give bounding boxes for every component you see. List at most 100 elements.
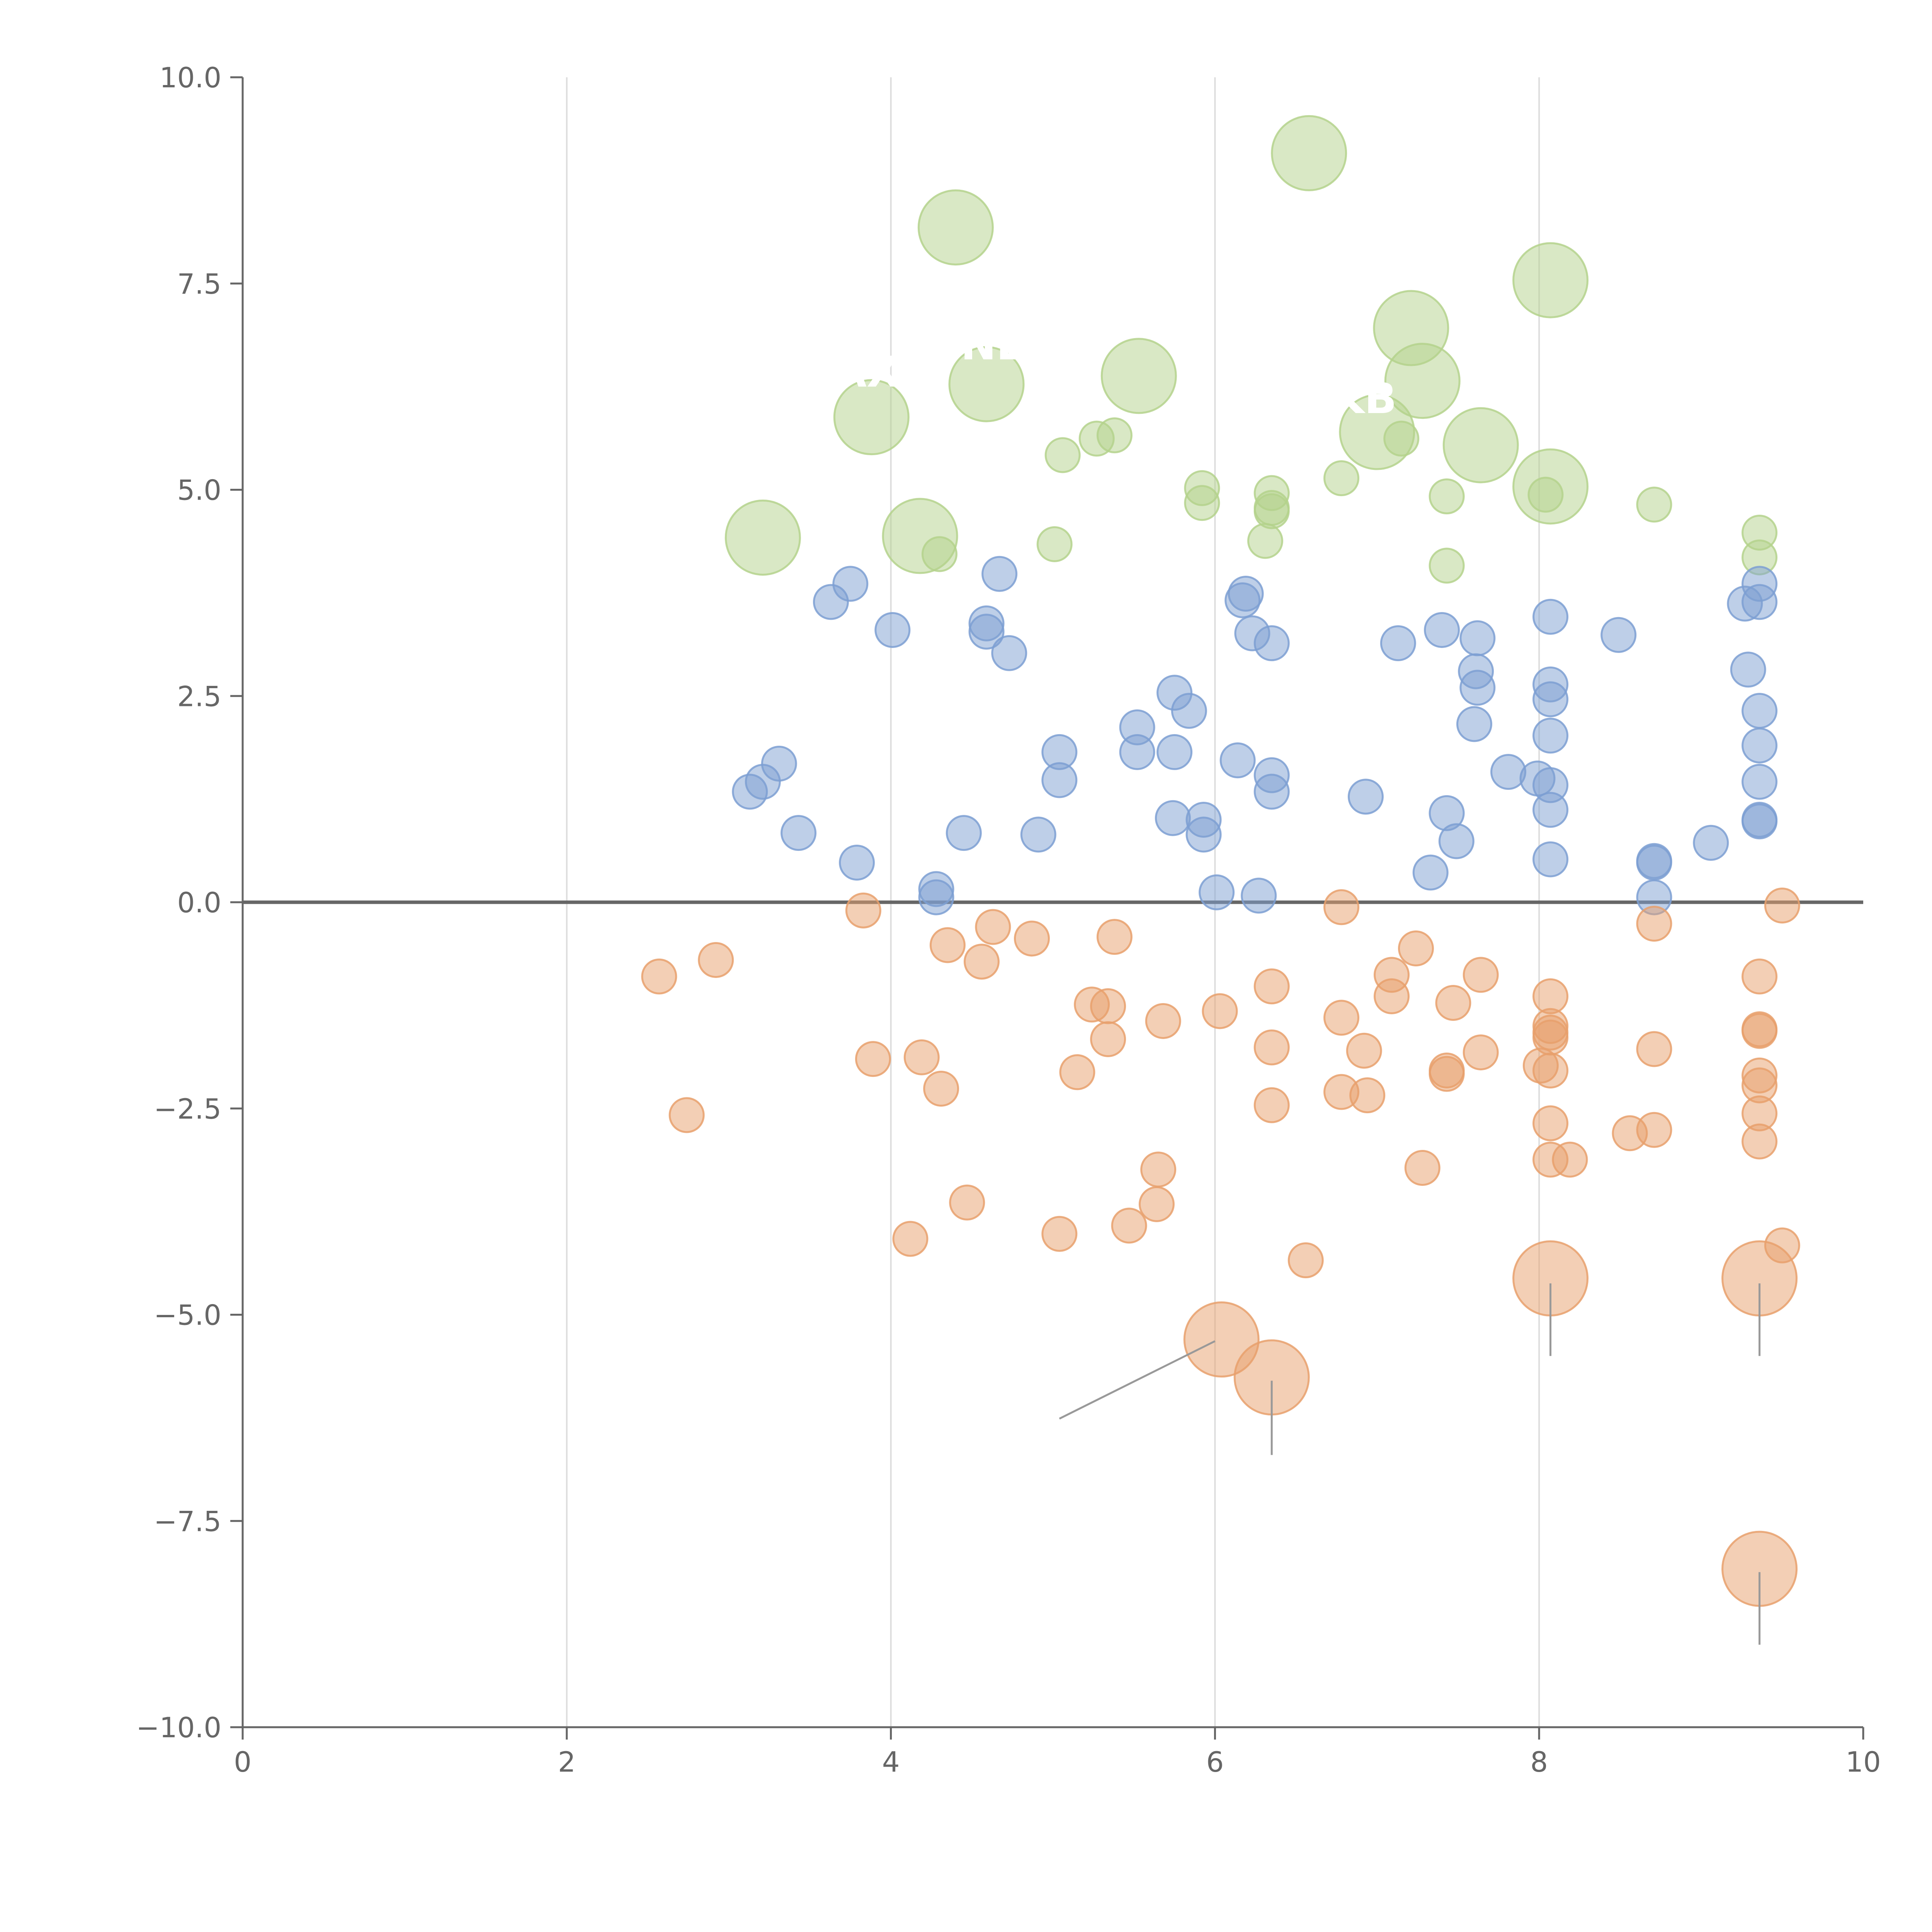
bubble-positive — [1532, 841, 1569, 878]
bubble-positive — [1456, 706, 1492, 742]
bubble-high — [1044, 437, 1081, 473]
bubble-negative — [975, 909, 1011, 945]
bubble-positive — [1459, 620, 1496, 656]
bubble-labels: AX NE KB — [834, 320, 1397, 423]
leader-line — [1059, 1340, 1216, 1420]
bubble-negative — [1636, 1112, 1672, 1148]
bubble-negative — [1323, 1000, 1360, 1036]
bubble-positive — [1225, 582, 1261, 619]
bubble-positive — [1742, 693, 1778, 729]
bubble-positive — [1532, 599, 1569, 635]
y-tick-label: 2.5 — [177, 680, 221, 713]
bubble-positive — [1532, 681, 1569, 718]
leader-lines — [1059, 1283, 1761, 1645]
bubble-positive — [1742, 764, 1778, 800]
bubble-negative — [1041, 1216, 1078, 1252]
bubble-high — [917, 189, 994, 266]
bubble-negative — [1090, 1021, 1126, 1057]
bubble-negative — [1253, 1029, 1290, 1066]
bubble-negative — [1532, 1053, 1569, 1089]
bubble-negative — [1323, 889, 1360, 925]
bubble-positive — [1219, 742, 1256, 779]
bubble-negative — [1404, 1150, 1440, 1186]
bubble-high — [1512, 242, 1589, 318]
x-tick-label: 8 — [1530, 1746, 1548, 1778]
bubble-positive — [981, 556, 1018, 592]
x-tick-label: 10 — [1845, 1746, 1881, 1778]
bubble-high — [833, 379, 910, 456]
bubble-positive — [1253, 774, 1290, 810]
bubble-positive — [1241, 878, 1277, 914]
bubble-negative — [1636, 1031, 1672, 1067]
bubble-negative — [1349, 1077, 1386, 1114]
y-tick-label: 10.0 — [160, 61, 221, 94]
y-tick-label: 0.0 — [177, 886, 221, 919]
bubble-high — [1271, 115, 1347, 191]
bubble-positive — [1742, 584, 1778, 620]
bubble-high — [1100, 338, 1177, 414]
bubble-positive — [1253, 625, 1290, 662]
bubble-negative — [641, 958, 677, 995]
bubble-negative — [963, 944, 1000, 980]
bubble-negative — [1552, 1141, 1588, 1178]
bubble-high — [1527, 476, 1564, 513]
x-tick-label: 2 — [558, 1746, 576, 1778]
bubble-negative — [929, 927, 966, 963]
bubble-negative — [1253, 1087, 1290, 1123]
bubble-negative — [1096, 919, 1133, 955]
bubble-high — [1184, 485, 1220, 521]
bubble-positive — [1742, 803, 1778, 840]
bubble-high — [1247, 523, 1283, 559]
bubble-negative — [903, 1039, 940, 1075]
bubble-positive — [1171, 693, 1207, 729]
bubble-negative — [668, 1097, 705, 1133]
bubble-high — [1323, 460, 1360, 497]
y-tick-label: 5.0 — [177, 474, 221, 507]
bubble-negative — [1202, 993, 1238, 1029]
bubble-negative — [1742, 958, 1778, 995]
bubble-negative — [845, 892, 881, 929]
bubble-positive — [1156, 734, 1193, 770]
bubble-positive — [813, 584, 849, 620]
bubble-positive — [1532, 792, 1569, 828]
bubble-negative — [1374, 978, 1410, 1014]
bubble-positive — [1041, 762, 1078, 798]
bubble-label: KB — [1332, 374, 1397, 423]
bubble-negative — [1764, 888, 1800, 924]
bubble-high — [1429, 548, 1465, 584]
bubble-positive — [946, 815, 982, 851]
bubble-positive — [732, 774, 768, 810]
bubble-positive — [991, 635, 1027, 671]
bubble-positive — [1380, 625, 1416, 662]
bubble-positive — [1459, 670, 1496, 706]
bubble-label: AX — [834, 347, 900, 397]
bubble-negative — [1463, 1034, 1499, 1071]
bubble-negative — [1346, 1032, 1382, 1069]
bubble-high — [1078, 420, 1115, 457]
x-tick-label: 4 — [882, 1746, 900, 1778]
bubbles — [641, 115, 1800, 1607]
bubble-positive — [781, 815, 817, 851]
bubble-high — [1036, 526, 1073, 562]
bubble-positive — [1693, 825, 1729, 861]
tick-labels: 0 2 4 6 8 10 10.0 7.5 5.0 2.5 0.0 −2.5 −5.0 −7.5 −10.0 — [136, 61, 1881, 1778]
bubble-negative — [1742, 1123, 1778, 1160]
bubble-negative — [1636, 906, 1672, 942]
bubble-positive — [918, 879, 954, 915]
bubble-negative — [1253, 968, 1290, 1005]
bubble-high — [921, 536, 957, 572]
bubble-positive — [1438, 823, 1475, 859]
bubble-high — [1429, 478, 1465, 515]
bubble-positive — [968, 614, 1005, 650]
bubble-high — [1384, 343, 1461, 419]
x-tick-label: 6 — [1206, 1746, 1224, 1778]
bubble-negative — [949, 1184, 985, 1221]
bubble-negative — [892, 1221, 929, 1257]
bubble-negative — [1140, 1151, 1177, 1188]
bubble-negative — [1111, 1208, 1147, 1244]
bubble-positive — [1424, 612, 1460, 648]
bubble-high — [724, 499, 801, 576]
bubble-negative — [1398, 930, 1434, 967]
bubble-negative — [923, 1071, 959, 1107]
